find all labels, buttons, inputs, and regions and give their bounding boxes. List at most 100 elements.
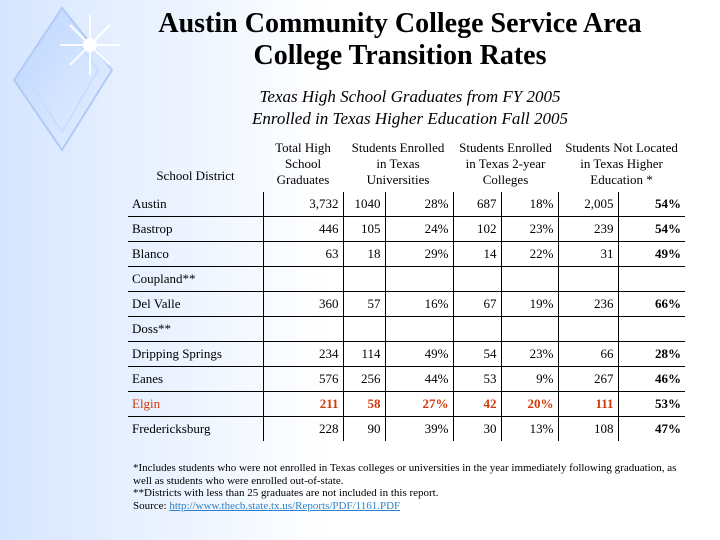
- footnote-small-districts: **Districts with less than 25 graduates …: [133, 487, 439, 499]
- university-percent: 16%: [385, 291, 454, 317]
- header-total-graduates: Total High School Graduates: [275, 140, 331, 187]
- college-count: 14: [453, 241, 502, 267]
- not-located-count: 2,005: [558, 192, 619, 217]
- university-count: 114: [343, 341, 386, 367]
- not-located-count: 31: [558, 241, 619, 267]
- university-percent: 27%: [385, 391, 454, 417]
- not-located-count: 236: [558, 291, 619, 317]
- district-name: Bastrop: [128, 216, 264, 242]
- subtitle: Texas High School Graduates from FY 2005…: [200, 86, 620, 130]
- table-row: Del Valle 360 57 16% 67 19% 236 66%: [128, 291, 686, 317]
- college-count: 102: [453, 216, 502, 242]
- not-located-percent: [618, 266, 686, 292]
- footnotes: *Includes students who were not enrolled…: [133, 462, 693, 512]
- source-label: Source:: [133, 499, 170, 512]
- table-row: Bastrop 446 105 24% 102 23% 239 54%: [128, 216, 686, 242]
- table-row: Blanco 63 18 29% 14 22% 31 49%: [128, 241, 686, 267]
- total-graduates: 211: [263, 391, 344, 417]
- district-name: Del Valle: [128, 291, 264, 317]
- university-percent: 44%: [385, 366, 454, 392]
- college-count: 53: [453, 366, 502, 392]
- college-percent: 22%: [501, 241, 559, 267]
- total-graduates: [263, 316, 344, 342]
- district-name: Elgin: [128, 391, 264, 417]
- university-percent: 28%: [385, 192, 454, 217]
- district-name: Fredericksburg: [128, 416, 264, 441]
- university-count: 90: [343, 416, 386, 441]
- university-count: [343, 316, 386, 342]
- sparkle-diamond-decoration-icon: [12, 6, 120, 152]
- not-located-percent: 49%: [618, 241, 686, 267]
- total-graduates: 234: [263, 341, 344, 367]
- page-title: Austin Community College Service Area Co…: [130, 8, 670, 72]
- university-count: [343, 266, 386, 292]
- table-row: Fredericksburg 228 90 39% 30 13% 108 47%: [128, 416, 685, 441]
- district-name: Doss**: [128, 316, 264, 342]
- not-located-percent: 53%: [618, 391, 686, 417]
- table-row: Elgin 211 58 27% 42 20% 111 53%: [128, 391, 686, 417]
- university-percent: 29%: [385, 241, 454, 267]
- not-located-count: [558, 266, 619, 292]
- university-count: 57: [343, 291, 386, 317]
- university-percent: 24%: [385, 216, 454, 242]
- subtitle-line-1: Texas High School Graduates from FY 2005: [259, 87, 561, 106]
- not-located-count: 66: [558, 341, 619, 367]
- header-texas-2yr-colleges: Students Enrolled in Texas 2-year Colleg…: [459, 140, 552, 187]
- header-not-located: Students Not Located in Texas Higher Edu…: [565, 140, 678, 187]
- subtitle-line-2: Enrolled in Texas Higher Education Fall …: [251, 109, 569, 128]
- not-located-count: 111: [558, 391, 619, 417]
- college-percent: [501, 316, 559, 342]
- college-percent: 20%: [501, 391, 559, 417]
- not-located-count: 108: [558, 416, 619, 441]
- university-percent: 39%: [385, 416, 454, 441]
- header-school-district: School District: [156, 168, 235, 183]
- college-count: 30: [453, 416, 502, 441]
- total-graduates: [263, 266, 344, 292]
- college-percent: 23%: [501, 216, 559, 242]
- not-located-count: [558, 316, 619, 342]
- total-graduates: 360: [263, 291, 344, 317]
- district-name: Blanco: [128, 241, 264, 267]
- not-located-percent: [618, 316, 686, 342]
- district-name: Austin: [128, 192, 264, 217]
- not-located-percent: 46%: [618, 366, 686, 392]
- not-located-percent: 66%: [618, 291, 686, 317]
- university-count: 256: [343, 366, 386, 392]
- table-row: Eanes 576 256 44% 53 9% 267 46%: [128, 366, 686, 392]
- header-texas-universities: Students Enrolled in Texas Universities: [351, 140, 445, 187]
- source-link[interactable]: http://www.thecb.state.tx.us/Reports/PDF…: [169, 499, 401, 512]
- college-count: [453, 266, 502, 292]
- college-percent: 9%: [501, 366, 559, 392]
- university-count: 105: [343, 216, 386, 242]
- source-line: Source: http://www.thecb.state.tx.us/Rep…: [133, 500, 693, 513]
- table-row: Austin 3,732 1040 28% 687 18% 2,005 54%: [128, 192, 686, 217]
- table-row: Dripping Springs 234 114 49% 54 23% 66 28%: [128, 341, 686, 367]
- college-percent: 18%: [501, 192, 559, 217]
- college-percent: 19%: [501, 291, 559, 317]
- college-count: 42: [453, 391, 502, 417]
- table-row: Coupland**: [128, 266, 686, 292]
- footnote-not-enrolled: *Includes students who were not enrolled…: [133, 462, 677, 487]
- title-line-1: Austin Community College Service Area: [158, 8, 642, 39]
- college-percent: 13%: [501, 416, 559, 441]
- university-percent: 49%: [385, 341, 454, 367]
- university-count: 18: [343, 241, 386, 267]
- not-located-percent: 28%: [618, 341, 686, 367]
- university-count: 1040: [343, 192, 386, 217]
- total-graduates: 228: [263, 416, 344, 441]
- university-percent: [385, 266, 454, 292]
- college-count: 67: [453, 291, 502, 317]
- not-located-percent: 47%: [655, 421, 682, 436]
- college-percent: [501, 266, 559, 292]
- table-header-row: School District Total High School Gradua…: [128, 140, 685, 192]
- total-graduates: 576: [263, 366, 344, 392]
- university-count: 58: [343, 391, 386, 417]
- district-name: Coupland**: [128, 266, 264, 292]
- college-count: 54: [453, 341, 502, 367]
- transition-rates-table: School District Total High School Gradua…: [128, 140, 686, 441]
- not-located-count: 267: [558, 366, 619, 392]
- total-graduates: 3,732: [263, 192, 344, 217]
- district-name: Dripping Springs: [128, 341, 264, 367]
- total-graduates: 446: [263, 216, 344, 242]
- not-located-percent: 54%: [618, 192, 686, 217]
